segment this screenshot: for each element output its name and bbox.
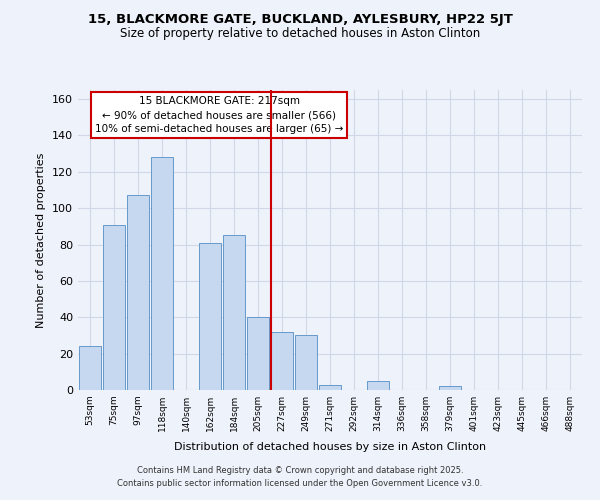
Bar — [295, 336, 317, 390]
Bar — [103, 224, 125, 390]
Bar — [439, 386, 461, 390]
Bar — [223, 236, 245, 390]
Bar — [79, 346, 101, 390]
Text: 15 BLACKMORE GATE: 217sqm
← 90% of detached houses are smaller (566)
10% of semi: 15 BLACKMORE GATE: 217sqm ← 90% of detac… — [95, 96, 343, 134]
Y-axis label: Number of detached properties: Number of detached properties — [37, 152, 46, 328]
Bar — [199, 242, 221, 390]
Text: 15, BLACKMORE GATE, BUCKLAND, AYLESBURY, HP22 5JT: 15, BLACKMORE GATE, BUCKLAND, AYLESBURY,… — [88, 12, 512, 26]
Bar — [151, 158, 173, 390]
Bar — [127, 196, 149, 390]
X-axis label: Distribution of detached houses by size in Aston Clinton: Distribution of detached houses by size … — [174, 442, 486, 452]
Bar — [247, 318, 269, 390]
Bar — [271, 332, 293, 390]
Bar — [367, 381, 389, 390]
Text: Size of property relative to detached houses in Aston Clinton: Size of property relative to detached ho… — [120, 28, 480, 40]
Text: Contains HM Land Registry data © Crown copyright and database right 2025.
Contai: Contains HM Land Registry data © Crown c… — [118, 466, 482, 487]
Bar — [319, 384, 341, 390]
